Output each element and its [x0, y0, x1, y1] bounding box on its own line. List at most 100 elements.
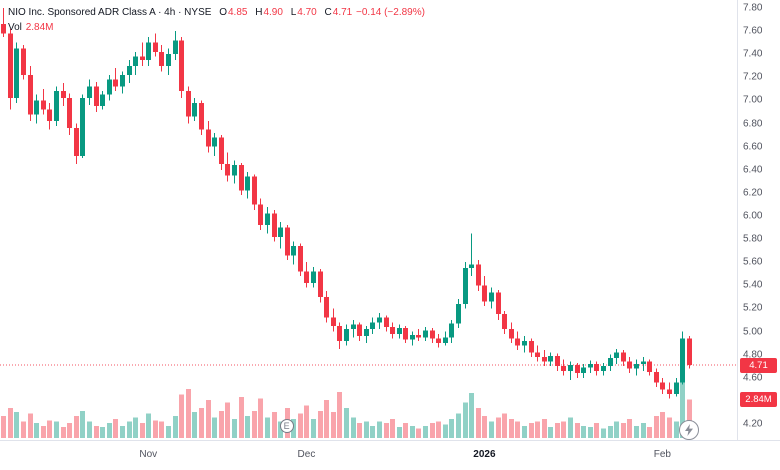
symbol-title[interactable]: NIO Inc. Sponsored ADR Class A · 4h · NY…	[8, 7, 212, 18]
volume-bar	[456, 413, 461, 438]
candle	[397, 328, 402, 334]
close-label: C	[324, 7, 332, 18]
candle	[28, 75, 33, 115]
candle	[41, 100, 46, 110]
price-axis[interactable]: 4.71 2.84M 7.80 7.60 7.40 7.20 7.00 6.80 6.60 6…	[737, 0, 780, 440]
candle	[377, 317, 382, 323]
candle	[522, 340, 527, 346]
volume-label[interactable]: Vol	[8, 22, 22, 33]
candle	[384, 317, 389, 327]
candle	[153, 42, 158, 52]
low-label: L	[290, 7, 297, 18]
candle	[34, 100, 39, 115]
volume-bar	[140, 423, 145, 438]
candle	[370, 322, 375, 330]
volume-bar	[430, 423, 435, 438]
candle	[54, 91, 59, 122]
volume-bar	[107, 423, 112, 438]
candle	[496, 292, 501, 315]
candle	[436, 338, 441, 344]
volume-bar	[21, 421, 26, 438]
candle	[344, 329, 349, 341]
candle	[127, 65, 132, 76]
volume-bar	[416, 428, 421, 438]
candle	[654, 372, 659, 383]
volume-bar	[100, 427, 105, 438]
volume-bar	[87, 421, 92, 438]
volume-bar	[370, 425, 375, 438]
volume-bar	[469, 393, 474, 438]
candle	[357, 324, 362, 337]
y-axis-tick: 7.40	[743, 48, 763, 60]
volume-bar	[535, 421, 540, 438]
candle	[641, 361, 646, 364]
candle	[687, 338, 692, 366]
candle	[206, 129, 211, 147]
candle	[509, 329, 514, 339]
volume-bar	[41, 425, 46, 438]
volume-bar	[258, 398, 263, 438]
candle	[61, 91, 66, 99]
time-axis[interactable]: Nov Dec 2026 Feb	[0, 440, 780, 470]
volume-bar	[502, 413, 507, 438]
volume-bar	[522, 425, 527, 438]
candle	[608, 358, 613, 367]
volume-bar	[159, 421, 164, 438]
candle	[199, 102, 204, 130]
volume-bar	[337, 391, 342, 438]
candle	[660, 382, 665, 390]
y-axis-tick: 6.60	[743, 141, 763, 153]
y-axis-tick: 6.40	[743, 164, 763, 176]
candle	[21, 48, 26, 76]
y-axis-tick: 7.60	[743, 25, 763, 37]
candle	[14, 48, 19, 99]
volume-bar	[28, 413, 33, 438]
candle	[575, 365, 580, 374]
candle	[456, 303, 461, 324]
volume-bar	[120, 425, 125, 438]
price-pane[interactable]	[0, 0, 737, 440]
candle	[469, 264, 474, 268]
volume-bar	[568, 417, 573, 438]
open-value: 4.85	[227, 7, 248, 18]
volume-bar	[113, 418, 118, 438]
candle	[107, 79, 112, 95]
candle	[258, 204, 263, 226]
candle	[331, 317, 336, 326]
candle	[594, 363, 599, 371]
volume-bar	[384, 423, 389, 438]
candle	[403, 328, 408, 340]
candle	[337, 325, 342, 341]
volume-bar	[219, 410, 224, 438]
y-axis-tick: 7.80	[743, 2, 763, 14]
candle	[239, 165, 244, 191]
candle	[146, 42, 151, 60]
candle	[133, 56, 138, 66]
volume-bar	[252, 410, 257, 438]
volume-bar	[608, 425, 613, 438]
candle	[568, 365, 573, 371]
volume-bar	[614, 421, 619, 438]
candle	[489, 292, 494, 302]
volume-bar	[225, 402, 230, 438]
candle	[311, 271, 316, 284]
volume-bar	[476, 408, 481, 438]
volume-bar	[641, 423, 646, 438]
y-axis-tick: 6.00	[743, 210, 763, 222]
volume-bar	[436, 421, 441, 438]
earnings-marker[interactable]: E	[279, 419, 294, 433]
candle	[410, 335, 415, 340]
lightning-trade-icon[interactable]	[678, 420, 699, 440]
candle	[291, 246, 296, 256]
volume-bar	[594, 423, 599, 438]
y-axis-tick: 4.60	[743, 372, 763, 384]
candle	[502, 314, 507, 330]
volume-bar	[647, 427, 652, 438]
volume-bar	[199, 408, 204, 438]
candle	[542, 356, 547, 362]
volume-bar	[212, 417, 217, 438]
candle	[482, 285, 487, 302]
candle	[140, 56, 145, 60]
volume-bar	[54, 421, 59, 438]
